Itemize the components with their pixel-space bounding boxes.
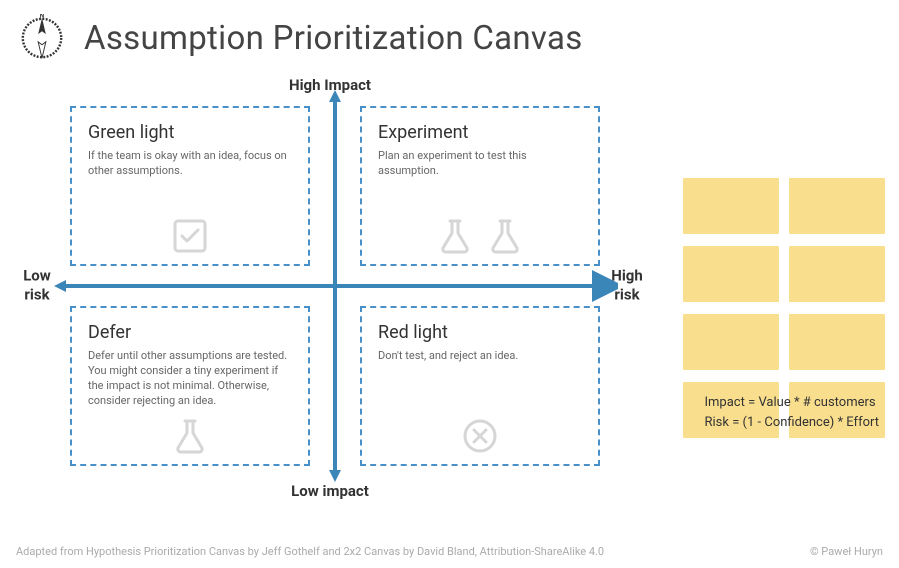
sticky-note[interactable] bbox=[683, 246, 779, 302]
formula-risk: Risk = (1 - Confidence) * Effort bbox=[705, 413, 880, 433]
quadrant-title: Experiment bbox=[378, 122, 582, 143]
quadrant-experiment: Experiment Plan an experiment to test th… bbox=[360, 106, 600, 266]
quadrant-desc: Don't test, and reject an idea. bbox=[378, 349, 582, 364]
quadrant-green-light: Green light If the team is okay with an … bbox=[70, 106, 310, 266]
flask-icon bbox=[170, 416, 210, 456]
main: High Impact Low impact Low risk High ris… bbox=[0, 70, 899, 500]
footer: Adapted from Hypothesis Prioritization C… bbox=[16, 545, 883, 558]
sticky-note[interactable] bbox=[789, 314, 885, 370]
check-square-icon bbox=[170, 216, 210, 256]
svg-text:N: N bbox=[40, 14, 44, 19]
quadrant-desc: Plan an experiment to test this assumpti… bbox=[378, 149, 582, 179]
page-title: Assumption Prioritization Canvas bbox=[84, 19, 583, 58]
quadrant-desc: If the team is okay with an idea, focus … bbox=[88, 149, 292, 179]
quadrant-red-light: Red light Don't test, and reject an idea… bbox=[360, 306, 600, 466]
sticky-note[interactable] bbox=[683, 178, 779, 234]
axis-label-left: Low risk bbox=[16, 266, 58, 304]
quadrant-defer: Defer Defer until other assumptions are … bbox=[70, 306, 310, 466]
formulas: Impact = Value * # customers Risk = (1 -… bbox=[705, 393, 880, 432]
quadrant-title: Defer bbox=[88, 322, 292, 343]
canvas-area: High Impact Low impact Low risk High ris… bbox=[10, 70, 650, 500]
compass-icon: N bbox=[18, 14, 66, 62]
header: N Assumption Prioritization Canvas bbox=[0, 0, 899, 70]
formula-impact: Impact = Value * # customers bbox=[705, 393, 880, 413]
axis-label-top: High Impact bbox=[289, 76, 371, 94]
quadrant-title: Green light bbox=[88, 122, 292, 143]
footer-attribution: Adapted from Hypothesis Prioritization C… bbox=[16, 545, 604, 558]
quadrant-desc: Defer until other assumptions are tested… bbox=[88, 349, 292, 408]
axis-label-bottom: Low impact bbox=[291, 482, 369, 500]
sticky-note[interactable] bbox=[789, 246, 885, 302]
quadrant-title: Red light bbox=[378, 322, 582, 343]
sticky-note[interactable] bbox=[789, 178, 885, 234]
flask-pair-icon bbox=[435, 216, 525, 256]
sticky-note[interactable] bbox=[683, 314, 779, 370]
axis-label-right: High risk bbox=[606, 266, 648, 304]
x-circle-icon bbox=[460, 416, 500, 456]
footer-copyright: © Paweł Huryn bbox=[810, 545, 883, 558]
quadrant-grid: Green light If the team is okay with an … bbox=[70, 106, 600, 466]
